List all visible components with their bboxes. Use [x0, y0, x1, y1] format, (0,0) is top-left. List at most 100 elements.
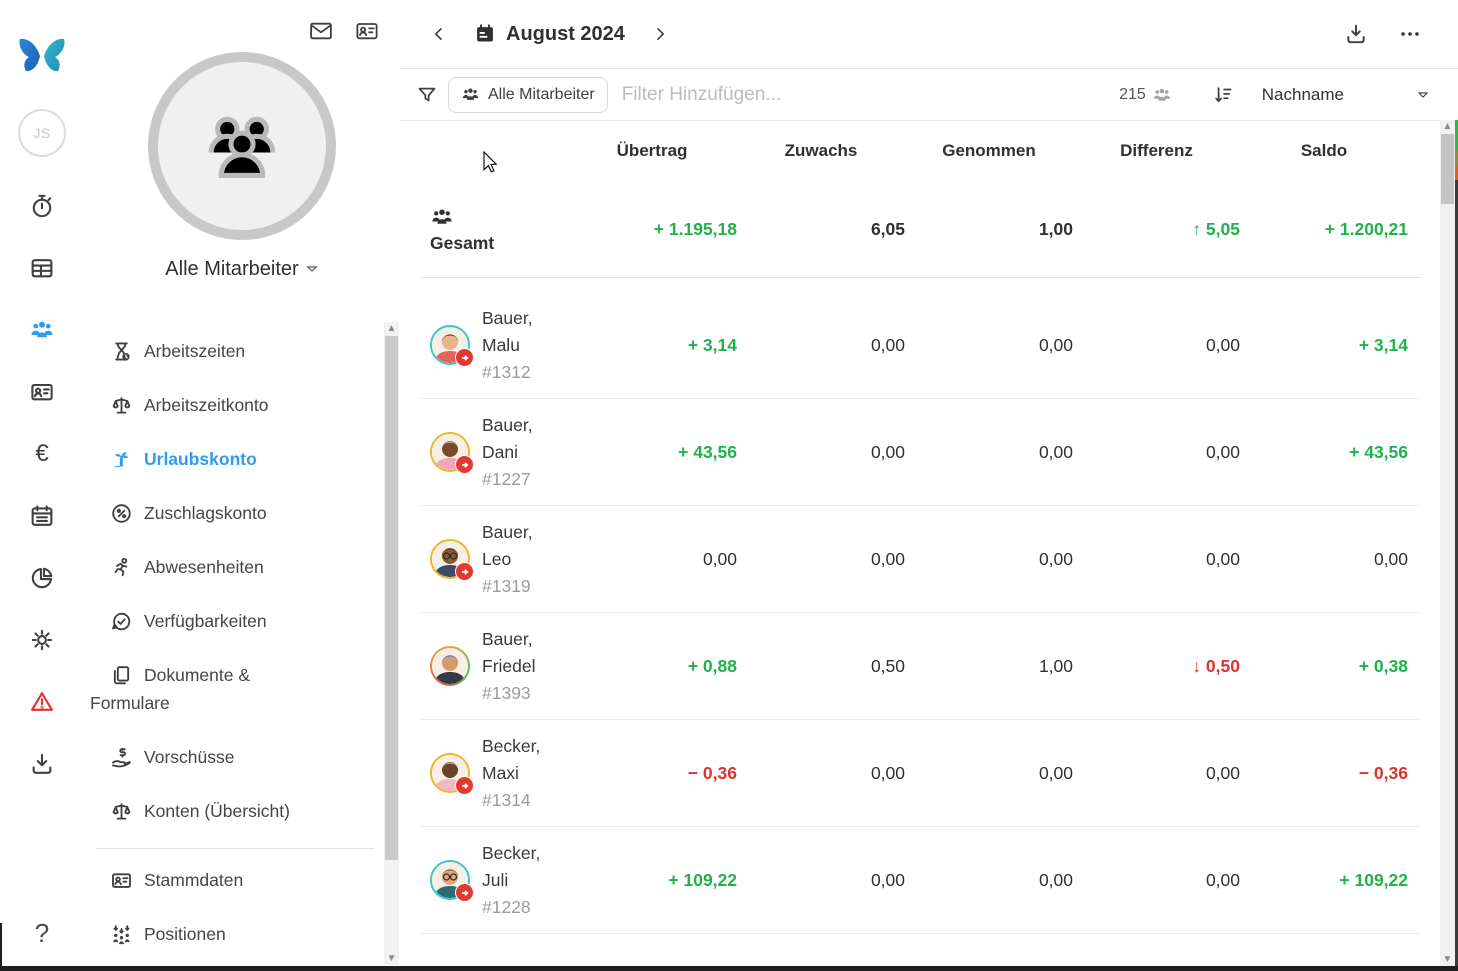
rail-stopwatch-icon[interactable]: [0, 175, 84, 237]
scroll-down-arrow[interactable]: ▼: [386, 953, 397, 964]
employee-row[interactable]: Bauer, Friedel #1393 + 0,88 0,50 1,00 ↓ 0,50…: [420, 613, 1421, 720]
nav-item-stammdaten[interactable]: Stammdaten: [84, 853, 384, 907]
cell-differenz: 0,00: [1205, 548, 1240, 569]
nav-item-dokumente-formulare[interactable]: Dokumente & Formulare: [90, 665, 251, 713]
employee-row[interactable]: Bauer, Dani #1227 + 43,56 0,00 0,00 0,00 + 43…: [420, 399, 1421, 506]
employee-id: #1312: [482, 361, 531, 382]
cell-zuwachs: 0,00: [870, 334, 905, 355]
avatar-status-ring: [430, 539, 470, 579]
nav-item-arbeitszeiten[interactable]: Arbeitszeiten: [84, 324, 384, 378]
avatar-status-ring: [430, 860, 470, 900]
panel-scrollbar[interactable]: ▲ ▼: [384, 322, 399, 965]
scroll-down-arrow[interactable]: ▼: [1442, 954, 1453, 965]
employee-firstname: Dani: [482, 441, 518, 462]
rail-warning-icon[interactable]: [0, 671, 84, 733]
column-header-uebertrag[interactable]: Übertrag: [616, 141, 688, 160]
nav-item-konten-bersicht[interactable]: Konten (Übersicht): [84, 784, 384, 838]
total-zuwachs: 6,05: [870, 219, 905, 239]
prev-month-button[interactable]: [422, 17, 456, 51]
rail-download-icon[interactable]: [0, 733, 84, 795]
sort-icon[interactable]: [1212, 84, 1234, 106]
chevron-down-icon[interactable]: [1416, 88, 1430, 102]
employee-id: #1314: [482, 789, 531, 810]
download-icon: [32, 753, 52, 774]
avatar-status-ring: [430, 325, 470, 365]
employee-id: #1227: [482, 468, 531, 489]
absence-badge-icon: [455, 883, 474, 902]
nav-item-vorsch-sse[interactable]: Vorschüsse: [84, 730, 384, 784]
rail-euro-icon[interactable]: €: [35, 440, 49, 467]
column-header-genommen[interactable]: Genommen: [942, 141, 1036, 160]
cell-genommen: 0,00: [1038, 762, 1073, 783]
employee-firstname: Juli: [482, 869, 509, 890]
scroll-up-arrow[interactable]: ▲: [386, 323, 397, 334]
cell-uebertrag: − 0,36: [687, 762, 737, 783]
rail-table-icon[interactable]: [0, 237, 84, 299]
cell-uebertrag: + 109,22: [668, 869, 737, 890]
nav-item-arbeitszeitkonto[interactable]: Arbeitszeitkonto: [84, 378, 384, 432]
column-header-zuwachs[interactable]: Zuwachs: [784, 141, 858, 160]
total-saldo: + 1.200,21: [1324, 219, 1408, 239]
employee-row[interactable]: Bauer, Malu #1312 + 3,14 0,00 0,00 0,00 + 3,1…: [420, 292, 1421, 399]
total-genommen: 1,00: [1038, 219, 1073, 239]
export-download-icon[interactable]: [1344, 22, 1368, 46]
employee-firstname: Leo: [482, 548, 512, 569]
rail-idcard-icon[interactable]: [0, 361, 84, 423]
employee-name-cell: Bauer, Friedel #1393: [430, 626, 567, 707]
rail-calendar-icon[interactable]: [0, 485, 84, 547]
total-row[interactable]: Gesamt + 1.195,18 6,05 1,00 ↑ 5,05 + 1.200,2…: [420, 182, 1421, 278]
scales-icon: [112, 802, 131, 820]
employee-row[interactable]: Becker, Maxi #1314 − 0,36 0,00 0,00 0,00 − 0,…: [420, 720, 1421, 827]
rail-pie-chart-icon[interactable]: [0, 547, 84, 609]
help-icon[interactable]: ?: [34, 918, 50, 948]
panel-scrollbar-thumb[interactable]: [385, 336, 398, 860]
cell-saldo: + 43,56: [1349, 441, 1408, 462]
period-selector[interactable]: August 2024: [474, 23, 625, 46]
next-month-button[interactable]: [643, 17, 677, 51]
cell-uebertrag: + 0,88: [687, 655, 737, 676]
filter-bar: Alle Mitarbeiter Filter Hinzufügen... 21…: [400, 69, 1440, 121]
filter-funnel-icon: [418, 87, 436, 101]
gear-icon: [31, 629, 53, 651]
mail-icon[interactable]: [308, 18, 334, 44]
contact-card-icon[interactable]: [354, 18, 380, 44]
cell-genommen: 0,00: [1038, 441, 1073, 462]
cell-saldo: − 0,36: [1358, 762, 1408, 783]
rail-gear-icon[interactable]: [0, 609, 84, 671]
brand-butterfly-logo[interactable]: [16, 30, 68, 82]
more-options-icon[interactable]: [1398, 22, 1422, 46]
employee-name-cell: Bauer, Malu #1312: [430, 305, 567, 386]
window-left-edge: [0, 923, 2, 971]
cell-uebertrag: + 43,56: [678, 441, 737, 462]
user-avatar[interactable]: JS: [18, 109, 66, 157]
nav-item-abwesenheiten[interactable]: Abwesenheiten: [84, 540, 384, 594]
nav-item-positionen[interactable]: Positionen: [84, 907, 384, 961]
rail-people-icon[interactable]: [0, 299, 84, 361]
employee-row[interactable]: Bauer, Leo #1319 0,00 0,00 0,00 0,00 0,00: [420, 506, 1421, 613]
column-header-differenz[interactable]: Differenz: [1120, 141, 1193, 160]
employee-row[interactable]: Becker, Juli #1228 + 109,22 0,00 0,00 0,00 + …: [420, 827, 1421, 934]
add-filter-input[interactable]: Filter Hinzufügen...: [621, 83, 782, 105]
nav-item-urlaubskonto[interactable]: Urlaubskonto: [84, 432, 384, 486]
main-scrollbar[interactable]: ▲ ▼: [1440, 120, 1455, 971]
main-scrollbar-thumb[interactable]: [1441, 134, 1454, 204]
group-selector[interactable]: Alle Mitarbeiter: [84, 258, 400, 281]
group-filter-chip[interactable]: Alle Mitarbeiter: [448, 76, 608, 113]
nav-item-verf-gbarkeiten[interactable]: Verfügbarkeiten: [84, 594, 384, 648]
sort-field-selector[interactable]: Nachname: [1261, 84, 1344, 104]
employee-firstname: Friedel: [482, 655, 536, 676]
nav-item-zuschlagskonto[interactable]: Zuschlagskonto: [84, 486, 384, 540]
calendar-icon: [474, 23, 496, 45]
panel-nav: Arbeitszeiten Arbeitszeitkonto Urlaubskont…: [84, 322, 384, 971]
employee-row-partial[interactable]: Becker,: [420, 934, 1421, 966]
people-icon: [1152, 85, 1172, 105]
pie-chart-icon: [31, 567, 53, 589]
cell-saldo: + 109,22: [1339, 869, 1408, 890]
scroll-up-arrow[interactable]: ▲: [1442, 121, 1453, 132]
column-header-saldo[interactable]: Saldo: [1300, 141, 1348, 160]
group-avatar-placeholder[interactable]: [148, 52, 336, 240]
filter-funnel-icon[interactable]: [416, 84, 438, 106]
employee-firstname: Malu: [482, 334, 520, 355]
employee-name-cell: Becker, Maxi #1314: [430, 733, 567, 814]
